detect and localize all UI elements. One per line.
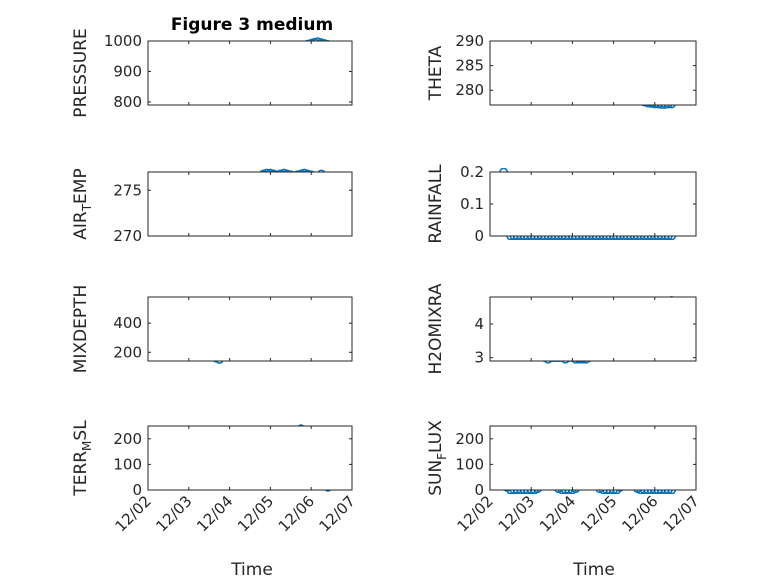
axes-box (147, 171, 353, 237)
panel-2: 280 285 290 THETA (426, 32, 697, 109)
y-tick-label: 200 (113, 430, 142, 448)
y-tick-label: 100 (455, 455, 484, 473)
y-axis-label: AIRTEMP (71, 168, 94, 239)
panel-8: 0100200SUNFLUX12/0212/0312/0412/0512/061… (426, 420, 703, 536)
panel-5: 200 400 MIXDEPTH (71, 285, 353, 374)
y-tick-label: 0 (474, 227, 484, 245)
y-tick-label: 4 (474, 315, 484, 333)
y-tick-label: 275 (113, 181, 142, 199)
x-axis-label-right: Time (572, 560, 615, 580)
figure-title: Figure 3 medium (171, 15, 333, 35)
axes-box (489, 425, 697, 491)
x-tick-label: 12/07 (316, 492, 359, 535)
y-tick-label: 270 (113, 227, 142, 245)
y-axis-label: RAINFALL (426, 164, 446, 244)
y-tick-label: 0.1 (460, 195, 484, 213)
y-tick-label: 200 (455, 430, 484, 448)
panel-7: 0100200TERRMSL12/0212/0312/0412/0512/061… (71, 420, 359, 536)
panel-6: 3 4 H2OMIXRA (426, 283, 697, 375)
y-tick-label: 3 (474, 349, 484, 367)
x-axis-label-left: Time (230, 560, 273, 580)
y-tick-label: 200 (113, 343, 142, 361)
x-tick-label: 12/03 (152, 492, 195, 535)
axes-box (147, 40, 353, 106)
x-tick-label: 12/06 (275, 492, 318, 535)
panel-3: 270 275 AIRTEMP (71, 168, 353, 245)
y-axis-label: SUNFLUX (426, 420, 449, 496)
y-axis-label: THETA (426, 45, 446, 101)
panel-4: 0 0.1 0.2 RAINFALL (426, 163, 697, 245)
y-tick-label: 280 (455, 81, 484, 99)
axes-box (147, 296, 353, 362)
axes-box (489, 171, 697, 237)
y-tick-label: 800 (113, 93, 142, 111)
y-axis-label: PRESSURE (71, 28, 91, 117)
axes-box (489, 40, 697, 106)
y-axis-label: MIXDEPTH (71, 285, 91, 374)
y-tick-label: 400 (113, 314, 142, 332)
y-tick-label: 290 (455, 32, 484, 50)
x-tick-label: 12/04 (193, 492, 236, 535)
x-tick-label: 12/05 (577, 492, 620, 535)
x-tick-label: 12/03 (495, 492, 538, 535)
x-tick-label: 12/05 (234, 492, 277, 535)
panel-1: 800 900 1000 PRESSURE (71, 28, 353, 118)
y-tick-label: 100 (113, 455, 142, 473)
y-tick-label: 0.2 (460, 163, 484, 181)
x-tick-label: 12/04 (536, 492, 579, 535)
y-tick-label: 900 (113, 62, 142, 80)
axes-box (489, 296, 697, 362)
y-axis-label: TERRMSL (71, 420, 94, 497)
y-tick-label: 0 (474, 481, 484, 499)
x-tick-label: 12/07 (660, 492, 703, 535)
y-axis-label: H2OMIXRA (426, 283, 446, 374)
y-tick-label: 0 (132, 481, 142, 499)
axes-box (147, 425, 353, 491)
x-tick-label: 12/06 (618, 492, 661, 535)
y-tick-label: 285 (455, 57, 484, 75)
y-tick-label: 1000 (104, 32, 142, 50)
